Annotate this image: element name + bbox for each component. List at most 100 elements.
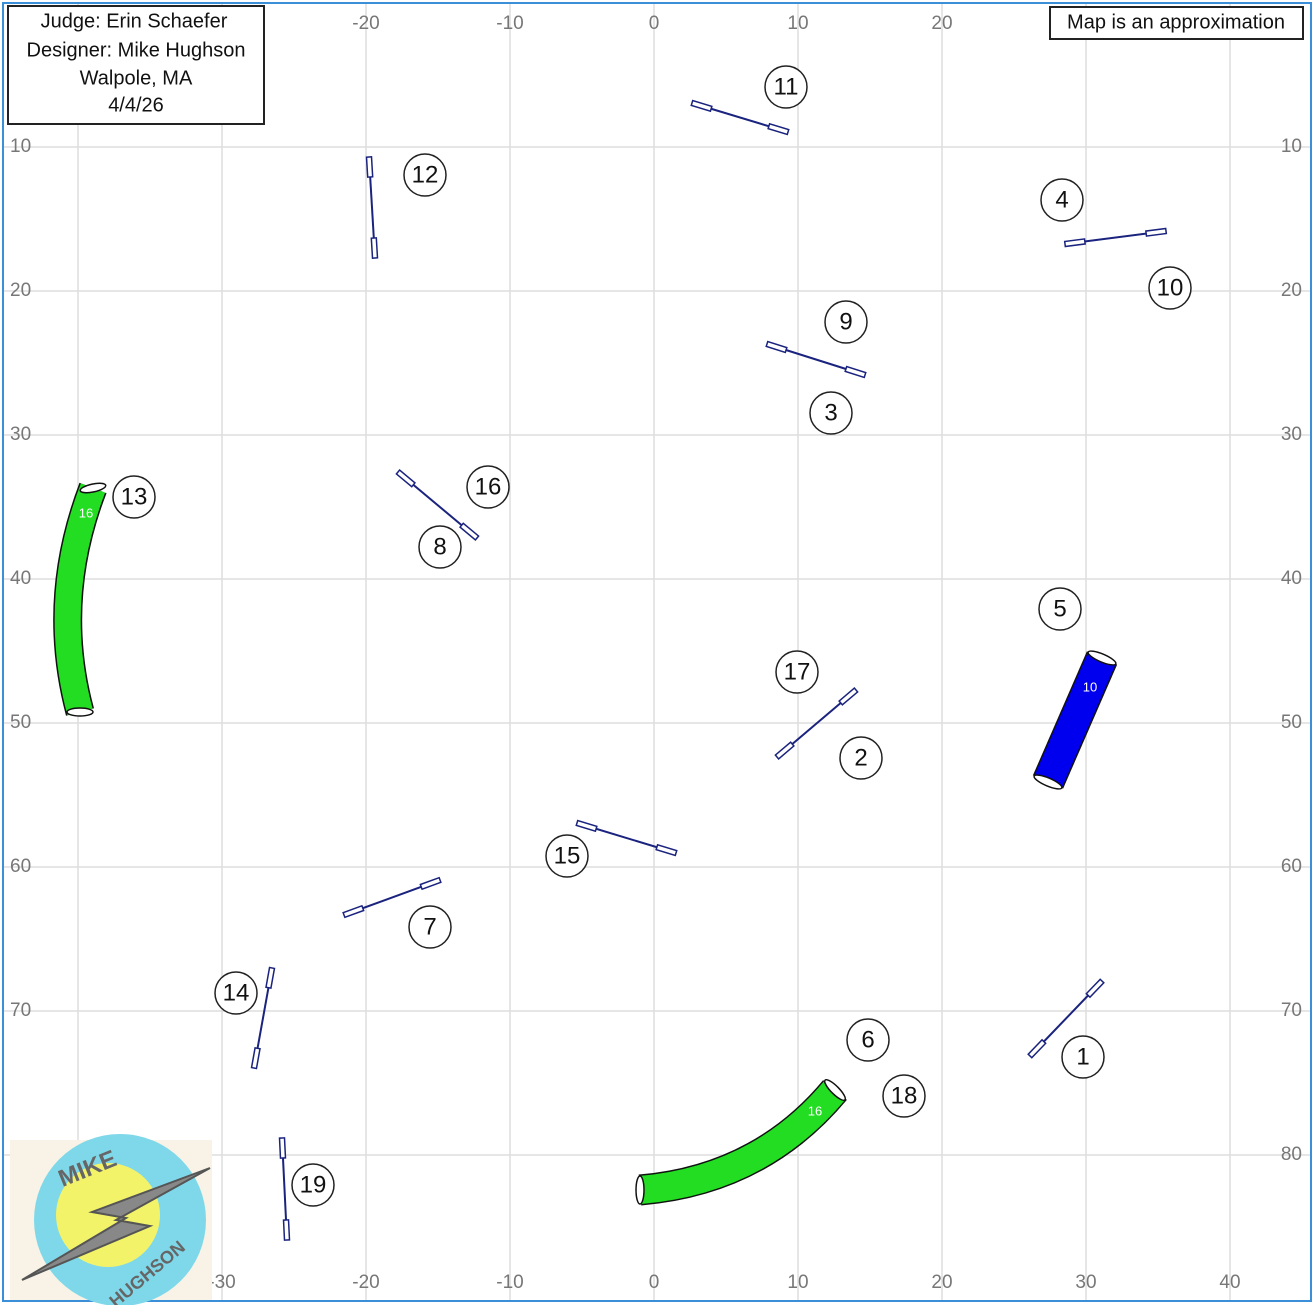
number-circle	[764, 65, 808, 109]
jump-wing	[395, 469, 417, 488]
y-tick-label: 60	[10, 856, 31, 877]
tunnel-end	[66, 707, 94, 717]
obstacle-number: 18	[891, 1082, 918, 1109]
x-tick-label: -10	[496, 13, 523, 34]
y-tick-label: 20	[1281, 280, 1302, 301]
y-tick-label: 30	[1281, 424, 1302, 445]
y-tick-label: 70	[1281, 1000, 1302, 1021]
info-box	[7, 5, 265, 125]
x-tick-label: -20	[352, 13, 379, 34]
tunnel-end	[823, 1078, 847, 1102]
tunnel-end	[1033, 774, 1063, 790]
location: Walpole, MA	[80, 67, 193, 89]
y-tick-label: 10	[1281, 136, 1302, 157]
x-tick-label: 10	[787, 1272, 808, 1293]
y-tick-label: 50	[1281, 712, 1302, 733]
note-box	[1049, 6, 1304, 40]
jump-wing	[690, 99, 713, 113]
designer: Designer: Mike Hughson	[27, 39, 246, 61]
jump-wing	[458, 522, 480, 541]
judge: Judge: Erin Schaefer	[41, 10, 228, 32]
number-circle	[291, 1163, 335, 1207]
x-tick-label: -30	[208, 1272, 235, 1293]
jump-wing	[419, 876, 442, 891]
number-circle	[809, 391, 853, 435]
obstacle-number: 19	[300, 1171, 327, 1198]
obstacle-number: 11	[774, 73, 799, 100]
x-tick-label: 30	[1075, 1272, 1096, 1293]
x-tick-label: -10	[496, 1272, 523, 1293]
jump-wing	[1063, 238, 1086, 248]
number-circle	[466, 465, 510, 509]
x-tick-label: -20	[352, 1272, 379, 1293]
jump-wing	[250, 1047, 261, 1070]
jump-wing	[1145, 227, 1168, 237]
number-circle	[824, 300, 868, 344]
obstacle-number: 7	[423, 913, 436, 940]
obstacle-number: 1	[1076, 1043, 1089, 1070]
number-circle	[1061, 1035, 1105, 1079]
number-circle	[214, 971, 258, 1015]
y-tick-label: 10	[10, 136, 31, 157]
logo: MIKE HUGHSON	[10, 1134, 212, 1305]
obstacle-number: 2	[854, 744, 867, 771]
obstacle-number: 17	[784, 658, 811, 685]
x-tick-label: 0	[649, 1272, 660, 1293]
number-circle	[418, 525, 462, 569]
x-tick-label: 0	[649, 13, 660, 34]
jump-wing	[838, 687, 859, 706]
jump-wing	[575, 819, 598, 833]
obstacle-number: 15	[554, 842, 581, 869]
y-tick-label: 20	[10, 280, 31, 301]
tunnel	[638, 1080, 846, 1204]
jump-wing	[370, 237, 379, 259]
tunnel-label: 10	[1083, 679, 1097, 694]
y-tick-label: 80	[1281, 1144, 1302, 1165]
obstacle-number: 10	[1157, 274, 1184, 301]
number-circle	[846, 1018, 890, 1062]
tunnel-label: 16	[808, 1103, 822, 1118]
y-tick-label: 40	[1281, 568, 1302, 589]
number-circle	[839, 736, 883, 780]
x-tick-label: 40	[1219, 1272, 1240, 1293]
obstacle-number: 6	[861, 1026, 874, 1053]
date: 4/4/26	[108, 94, 164, 116]
number-circle	[403, 153, 447, 197]
logo-bolt	[21, 1167, 211, 1281]
obstacle-number: 5	[1053, 595, 1066, 622]
y-tick-label: 30	[10, 424, 31, 445]
note: Map is an approximation	[1067, 11, 1285, 33]
tunnel-end	[79, 482, 107, 494]
number-circle	[545, 834, 589, 878]
y-tick-label: 50	[10, 712, 31, 733]
x-tick-label: 20	[931, 13, 952, 34]
y-tick-label: 70	[10, 1000, 31, 1021]
number-circle	[882, 1074, 926, 1118]
jump-wing	[844, 365, 867, 379]
obstacle-number: 9	[839, 308, 852, 335]
number-circle	[112, 475, 156, 519]
number-circle	[408, 905, 452, 949]
obstacle-number: 4	[1055, 186, 1068, 213]
tunnel-end	[635, 1175, 645, 1205]
jump-wing	[342, 904, 365, 919]
jump-wing	[278, 1137, 287, 1159]
obstacle-number: 13	[121, 483, 148, 510]
jump-wing	[265, 966, 276, 989]
obstacle-number: 14	[223, 979, 250, 1006]
number-circle	[1040, 178, 1084, 222]
jump-wing	[767, 122, 790, 136]
jump-wing	[282, 1219, 291, 1241]
jump-wing	[655, 843, 678, 857]
x-tick-label: 10	[787, 13, 808, 34]
jump-wing	[1085, 978, 1105, 999]
tunnel	[1034, 652, 1116, 788]
number-circle	[1148, 266, 1192, 310]
tunnel-end	[1087, 650, 1117, 666]
number-circle	[775, 650, 819, 694]
tunnel-label: 16	[79, 505, 93, 520]
y-tick-label: 60	[1281, 856, 1302, 877]
